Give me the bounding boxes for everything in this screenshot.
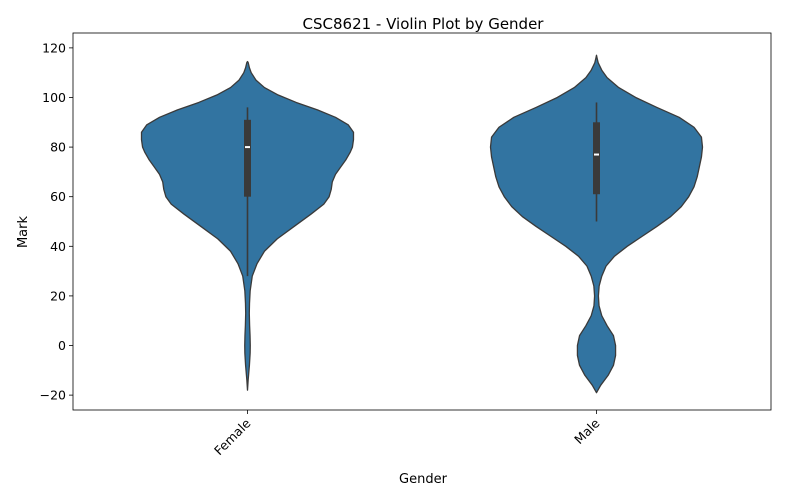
- y-tick-label: −20: [40, 388, 66, 403]
- x-tick-label-female: Female: [211, 415, 254, 458]
- y-tick-label: 60: [50, 189, 66, 204]
- median-marker-male: [594, 153, 599, 156]
- iqr-box-female: [244, 119, 251, 197]
- y-tick-label: 20: [50, 288, 66, 303]
- x-axis-label: Gender: [399, 472, 448, 487]
- iqr-box-male: [593, 122, 600, 195]
- y-tick-label: 120: [42, 40, 66, 55]
- plot-frame: [72, 32, 772, 411]
- median-marker-female: [245, 146, 250, 149]
- axes: −20 0 20 40 60 80 100 120 Female Male: [40, 40, 603, 458]
- x-tick-label-male: Male: [571, 415, 603, 447]
- chart-title: CSC8621 - Violin Plot by Gender: [303, 15, 545, 33]
- y-tick-label: 100: [42, 90, 66, 105]
- y-tick-label: 0: [58, 338, 66, 353]
- violin-body-male: [489, 54, 704, 394]
- plot-area: [140, 54, 704, 394]
- y-axis-label: Mark: [16, 216, 31, 249]
- y-tick-label: 40: [50, 239, 66, 254]
- y-tick-label: 80: [50, 140, 66, 155]
